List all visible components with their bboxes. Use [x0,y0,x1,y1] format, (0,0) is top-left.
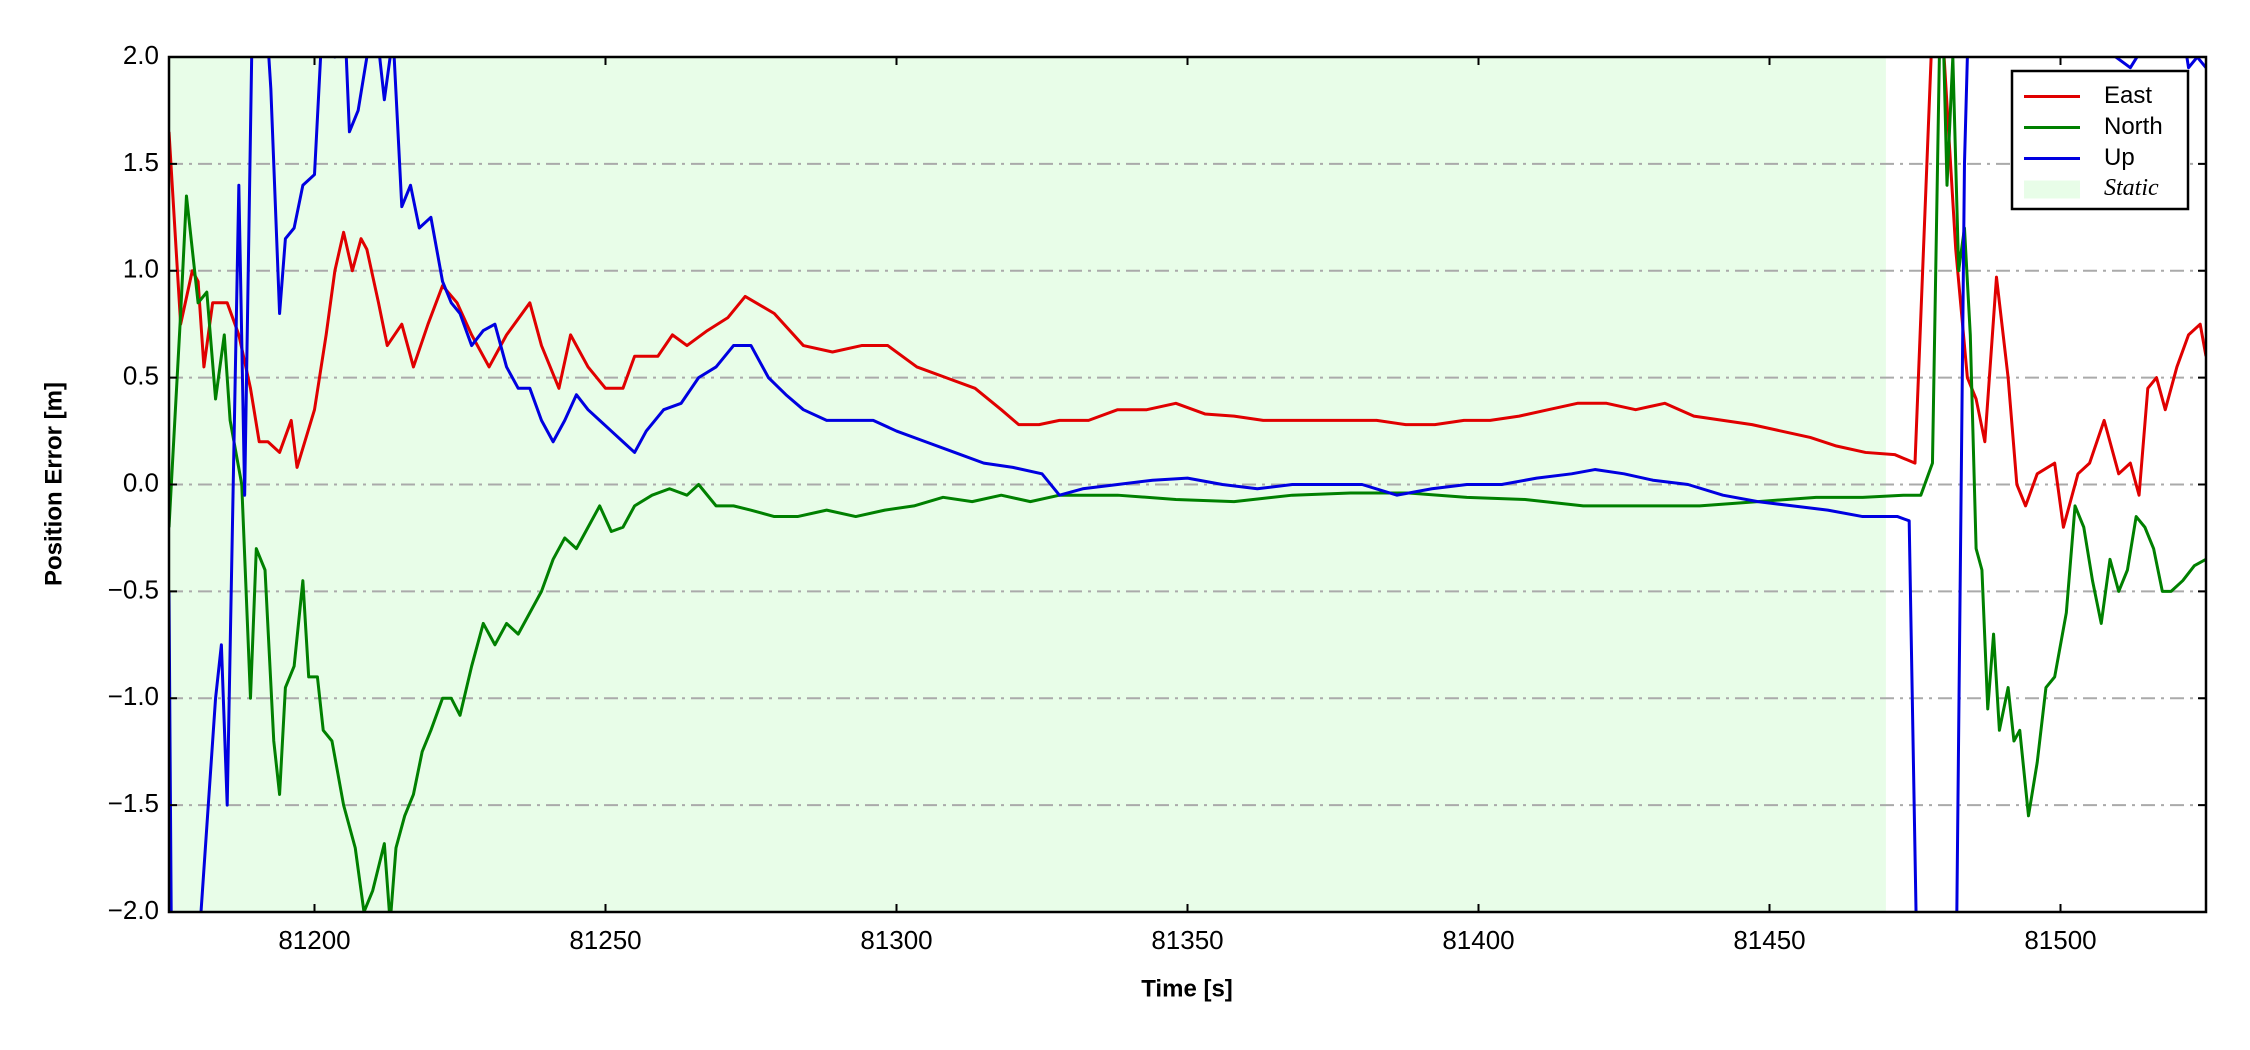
y-tick-label: −2.0 [108,895,159,925]
line-layer [169,57,2206,912]
legend-label: Static [2104,175,2159,201]
x-tick-label: 81500 [2024,925,2096,955]
series-line [169,57,2206,529]
legend-label: Up [2104,144,2135,171]
legend: East North Up Static [2010,69,2190,211]
y-tick-label: 1.5 [123,147,159,177]
legend-swatch [2024,180,2080,199]
y-tick-label: 1.0 [123,254,159,284]
series-line [169,57,2206,912]
x-tick-label: 81400 [1442,925,1514,955]
axis-layer: −2.0 −1.5 −1.0 −0.5 0.0 0.5 1.0 1.5 2.0 81200 8125… [108,40,2206,955]
y-tick-label: 0.0 [123,467,159,497]
legend-label: North [2104,113,2163,140]
x-tick-label: 81250 [569,925,641,955]
y-axis-label: Position Error [m] [40,382,67,586]
legend-label: East [2104,82,2152,109]
x-tick-label: 81350 [1151,925,1223,955]
y-tick-label: −1.0 [108,681,159,711]
y-tick-label: 2.0 [123,40,159,70]
series-line [169,57,2206,912]
y-tick-label: −1.5 [108,788,159,818]
x-tick-label: 81300 [860,925,932,955]
x-tick-label: 81450 [1733,925,1805,955]
x-axis-label: Time [s] [1141,975,1233,1002]
y-tick-label: 0.5 [123,361,159,391]
y-tick-label: −0.5 [108,574,159,604]
x-tick-label: 81200 [278,925,350,955]
